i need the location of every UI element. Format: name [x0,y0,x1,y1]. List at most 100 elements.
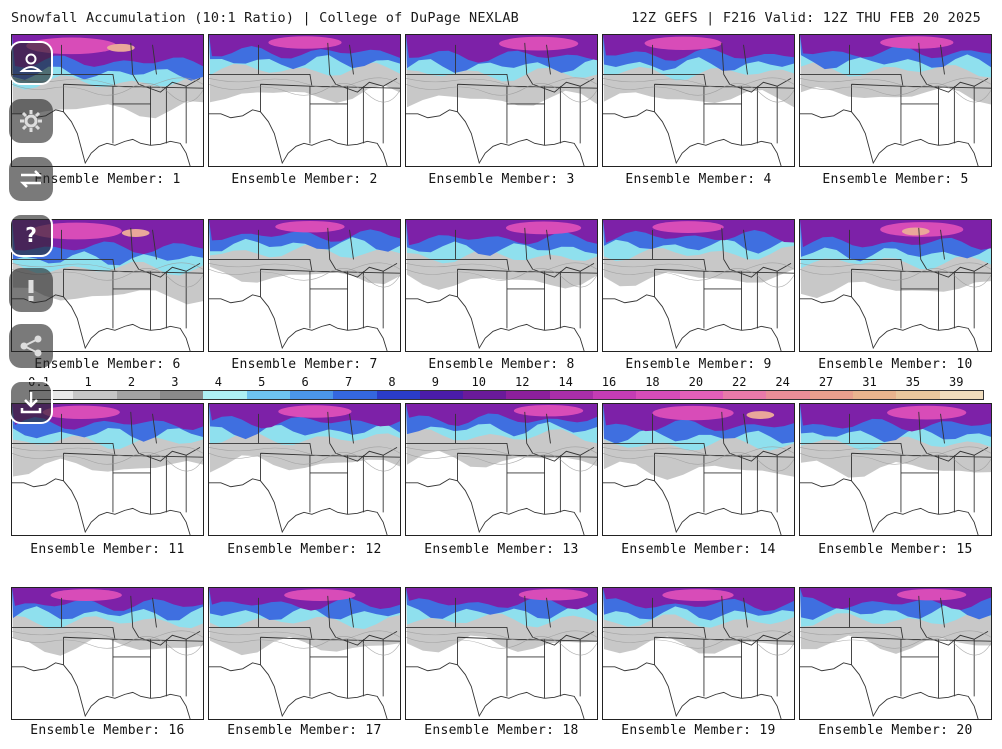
ensemble-map-panel[interactable] [208,403,401,536]
ensemble-map-panel[interactable] [208,34,401,167]
ensemble-member-caption: Ensemble Member: 6 [34,357,181,372]
person-pin-icon [19,53,43,72]
legend-tick-label: 35 [905,375,921,389]
ensemble-member-caption: Ensemble Member: 15 [818,542,973,557]
legend-swatch [852,391,897,399]
state-boundary [654,636,794,699]
ensemble-map-panel[interactable] [405,403,598,536]
snow-contour [209,636,400,656]
state-boundary [800,662,979,719]
ensemble-map-panel[interactable] [602,219,795,352]
ensemble-member-caption: Ensemble Member: 5 [822,172,969,187]
ensemble-member-caption: Ensemble Member: 14 [621,542,776,557]
legend-color-bar [29,390,984,400]
legend-tick-label: 4 [214,375,222,389]
alert-button[interactable] [9,268,53,312]
snow-band-18in [887,405,967,420]
snow-contour [12,83,203,103]
state-boundary [130,42,201,93]
ensemble-member-caption: Ensemble Member: 18 [424,723,579,738]
state-boundary [130,227,201,278]
state-boundary [209,44,313,87]
snow-contour [800,268,991,288]
state-boundary [851,268,991,331]
ensemble-map-panel[interactable] [602,587,795,720]
state-boundary [654,83,794,146]
state-boundary [721,411,792,462]
state-boundary [327,595,398,646]
swap-button[interactable] [9,157,53,201]
state-boundary [603,662,782,719]
ensemble-map-panel[interactable] [602,403,795,536]
snow-band-18in [275,220,345,233]
share-button[interactable] [9,324,53,368]
snow-band-18in [30,222,122,240]
ensemble-map-panel[interactable] [799,403,992,536]
state-boundary [603,478,782,535]
help-button[interactable]: ? [9,213,53,257]
snow-contour [800,262,991,273]
snow-band-18in [42,405,120,419]
ensemble-map-panel[interactable] [405,34,598,167]
legend-swatch [289,391,334,399]
legend-tick-label: 12 [514,375,530,389]
state-boundary [800,294,979,351]
snow-band-18in [896,588,967,601]
legend-swatch [939,391,983,399]
snowfall-map [209,588,400,719]
state-boundary [457,636,597,699]
ensemble-map-panel[interactable] [799,587,992,720]
legend-tick-label: 2 [127,375,136,389]
ensemble-map-panel[interactable] [405,219,598,352]
ensemble-map-panel[interactable] [405,587,598,720]
state-boundary [209,478,388,535]
legend-tick-label: 39 [949,375,964,389]
state-boundary [209,413,313,456]
snow-contour [209,77,400,88]
legend-swatch [246,391,290,399]
snowfall-map [406,404,597,535]
state-boundary [260,268,400,331]
legend-tick-label: 3 [171,375,179,389]
ensemble-map-panel[interactable] [602,34,795,167]
legend-swatch [376,391,420,399]
snow-contour [209,83,400,103]
ensemble-map-panel[interactable] [799,34,992,167]
legend-tick-label: 1 [84,375,92,389]
snow-band-18in [644,36,722,50]
ensemble-map-panel[interactable] [799,219,992,352]
snow-contour [209,268,400,288]
settings-button[interactable] [9,99,53,143]
legend-tick-label: 5 [258,375,266,389]
ensemble-map-panel[interactable] [208,587,401,720]
snow-contour [603,452,794,472]
state-boundary [12,478,191,535]
legend-tick-label: 18 [645,375,660,389]
snow-contour [800,77,991,88]
ensemble-map-panel[interactable] [11,587,204,720]
legend-swatch [679,391,723,399]
snow-contour [406,268,597,288]
legend-tick-label: 31 [862,375,877,389]
state-boundary [406,597,510,640]
legend-tick-label: 14 [558,375,573,389]
snow-contour [800,630,991,641]
ensemble-map-panel[interactable] [11,403,204,536]
snow-band-18in [513,404,584,417]
state-boundary [603,294,782,351]
legend-tick-label: 22 [732,375,747,389]
download-button[interactable] [9,380,53,424]
snow-contour [209,630,400,641]
ensemble-map-panel[interactable] [208,219,401,352]
snow-contour [603,268,794,288]
profile-button[interactable] [9,41,53,85]
arrows-icon [19,170,43,188]
legend-tick-label: 9 [431,375,439,389]
download-icon [20,392,42,414]
state-boundary [327,42,398,93]
state-boundary [406,294,585,351]
snow-contour [406,262,597,273]
state-boundary [260,452,400,515]
legend-tick-label: 16 [601,375,617,389]
snow-contour [209,262,400,273]
